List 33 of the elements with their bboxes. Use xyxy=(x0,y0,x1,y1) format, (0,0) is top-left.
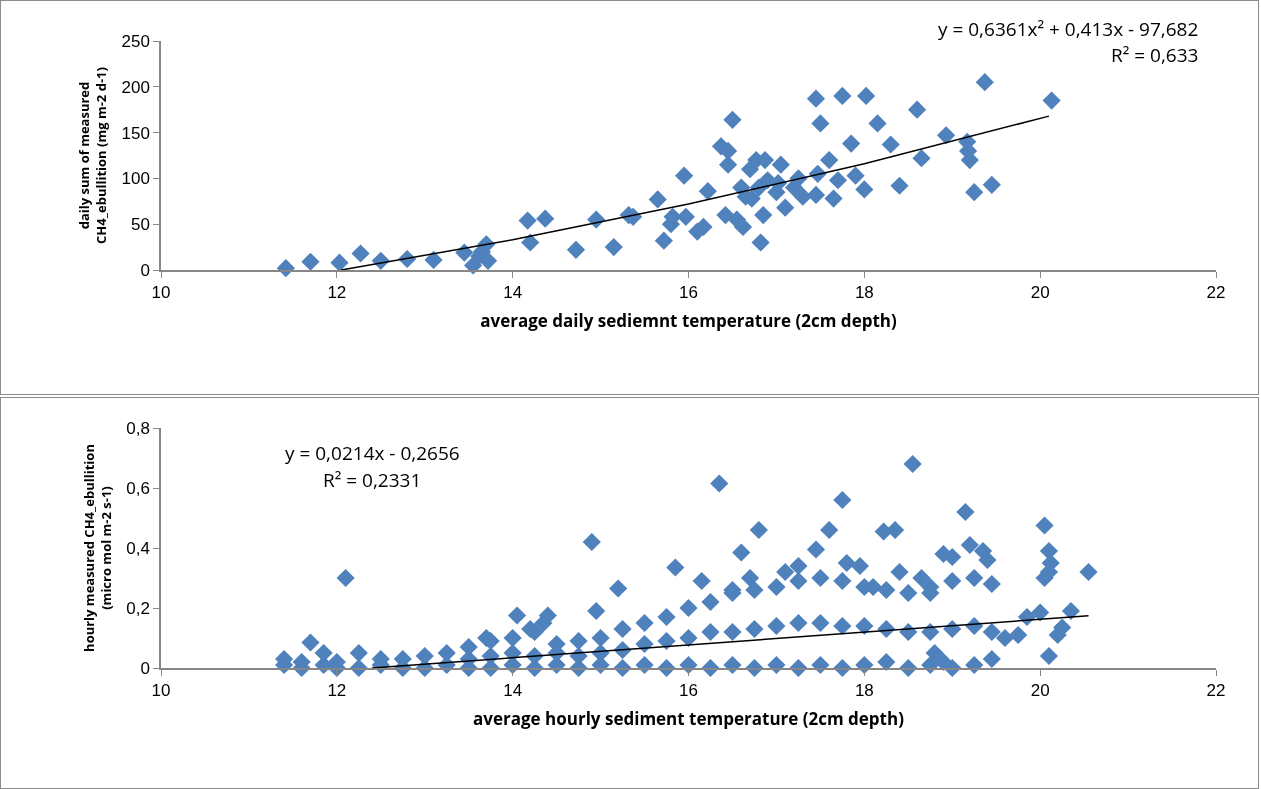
y-tick-label: 0 xyxy=(140,260,150,280)
x-tick-label: 16 xyxy=(679,681,698,701)
x-tick-label: 10 xyxy=(151,681,171,701)
annotation: y = 0,6361x² + 0,413x - 97,682 xyxy=(938,16,1199,42)
y-tick-label: 0,8 xyxy=(126,418,150,438)
y-tick-label: 0,6 xyxy=(126,478,150,498)
y-tick-label: 150 xyxy=(121,123,150,143)
y-axis-title: hourly measured CH4_ebullition (micro mol m-2 s-1) xyxy=(79,444,115,652)
x-tick-label: 22 xyxy=(1206,283,1226,303)
x-tick-label: 22 xyxy=(1206,681,1226,701)
y-axis-title: daily sum of measured CH4_ebullition (mg m-2 d-1) xyxy=(75,67,110,244)
y-tick-label: 0,2 xyxy=(126,598,150,618)
x-tick-label: 18 xyxy=(854,283,874,303)
x-tick-label: 16 xyxy=(679,283,698,303)
x-tick-label: 14 xyxy=(503,681,523,701)
y-tick-label: 0 xyxy=(140,658,150,678)
y-tick-label: 100 xyxy=(121,169,150,189)
y-tick-label: 250 xyxy=(121,31,150,51)
y-tick-label: 0,4 xyxy=(126,538,150,558)
x-tick-label: 18 xyxy=(854,681,874,701)
y-tick-label: 50 xyxy=(130,215,150,235)
x-tick-label: 20 xyxy=(1030,283,1050,303)
annotation: R² = 0,2331 xyxy=(323,467,422,493)
x-tick-label: 20 xyxy=(1030,681,1050,701)
y-tick-label: 200 xyxy=(121,77,150,97)
annotation: R² = 0,633 xyxy=(1111,42,1199,68)
annotation: y = 0,0214x - 0,2656 xyxy=(285,440,460,466)
x-tick-label: 12 xyxy=(327,681,347,701)
x-tick-label: 12 xyxy=(327,283,347,303)
x-axis-title: average hourly sediment temperature (2cm depth) xyxy=(473,707,905,731)
x-tick-label: 10 xyxy=(151,283,171,303)
x-tick-label: 14 xyxy=(503,283,523,303)
x-axis-title: average daily sediemnt temperature (2cm depth) xyxy=(480,309,897,333)
